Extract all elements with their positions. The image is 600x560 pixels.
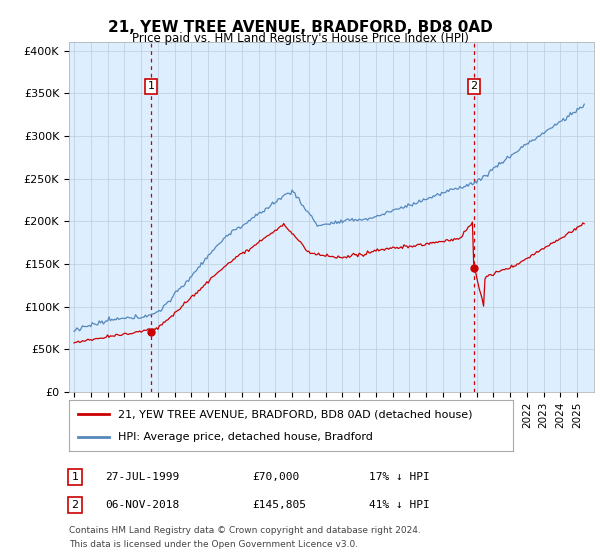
Text: 1: 1 (148, 81, 154, 91)
Text: This data is licensed under the Open Government Licence v3.0.: This data is licensed under the Open Gov… (69, 540, 358, 549)
Text: 27-JUL-1999: 27-JUL-1999 (105, 472, 179, 482)
Text: £145,805: £145,805 (252, 500, 306, 510)
Text: 41% ↓ HPI: 41% ↓ HPI (369, 500, 430, 510)
Text: 1: 1 (71, 472, 79, 482)
Text: 17% ↓ HPI: 17% ↓ HPI (369, 472, 430, 482)
Text: 21, YEW TREE AVENUE, BRADFORD, BD8 0AD (detached house): 21, YEW TREE AVENUE, BRADFORD, BD8 0AD (… (118, 409, 472, 419)
Text: 2: 2 (470, 81, 478, 91)
Text: 2: 2 (71, 500, 79, 510)
Text: Price paid vs. HM Land Registry's House Price Index (HPI): Price paid vs. HM Land Registry's House … (131, 32, 469, 45)
Text: 21, YEW TREE AVENUE, BRADFORD, BD8 0AD: 21, YEW TREE AVENUE, BRADFORD, BD8 0AD (107, 20, 493, 35)
Text: HPI: Average price, detached house, Bradford: HPI: Average price, detached house, Brad… (118, 432, 373, 442)
Text: Contains HM Land Registry data © Crown copyright and database right 2024.: Contains HM Land Registry data © Crown c… (69, 526, 421, 535)
Text: £70,000: £70,000 (252, 472, 299, 482)
Text: 06-NOV-2018: 06-NOV-2018 (105, 500, 179, 510)
